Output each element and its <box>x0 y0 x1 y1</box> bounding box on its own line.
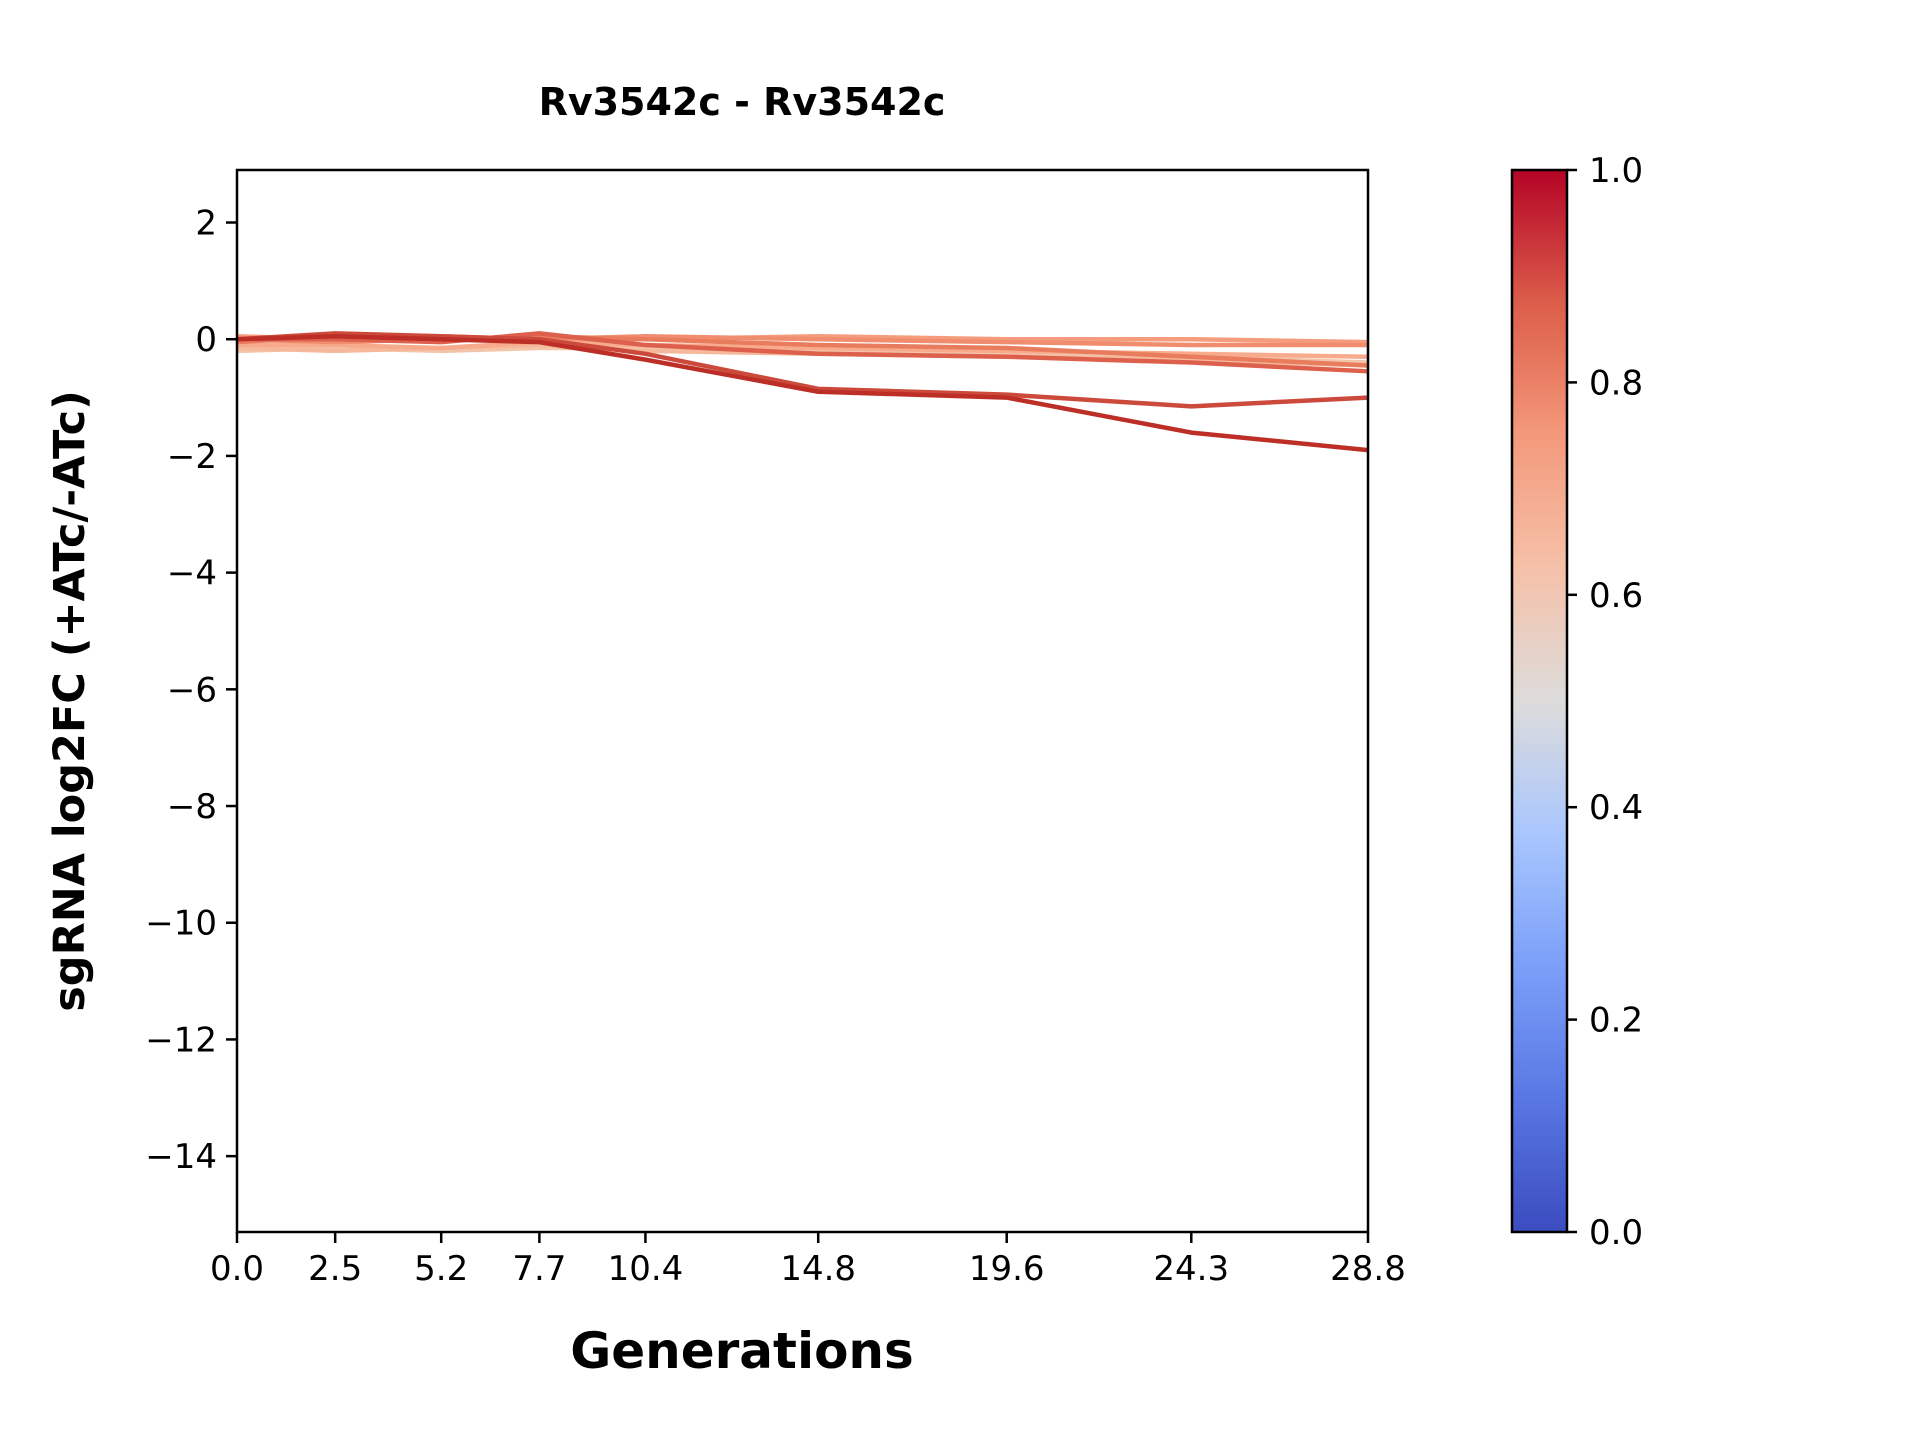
colorbar-tick-label: 0.8 <box>1589 363 1643 403</box>
x-tick-label: 10.4 <box>608 1249 684 1289</box>
x-tick-label: 5.2 <box>414 1249 468 1289</box>
y-tick-label: −10 <box>145 904 217 944</box>
y-tick-label: −14 <box>145 1137 217 1177</box>
x-tick-label: 0.0 <box>210 1249 264 1289</box>
x-tick-label: 2.5 <box>308 1249 362 1289</box>
sgRNA-series-line <box>236 334 1369 453</box>
colorbar-tick-label: 0.0 <box>1589 1213 1643 1253</box>
y-tick-label: 2 <box>195 204 217 244</box>
colorbar-tick-label: 1.0 <box>1589 151 1643 191</box>
y-tick-label: −6 <box>167 670 217 710</box>
x-tick-label: 28.8 <box>1330 1249 1406 1289</box>
sgRNA-series-line <box>236 331 1369 409</box>
y-tick-label: −4 <box>167 554 217 594</box>
x-tick-label: 7.7 <box>512 1249 566 1289</box>
y-tick-label: 0 <box>195 320 217 360</box>
axes-spines <box>235 168 1370 1234</box>
x-tick-label: 14.8 <box>780 1249 856 1289</box>
y-tick-label: −2 <box>167 437 217 477</box>
y-tick-label: −8 <box>167 787 217 827</box>
colorbar-tick-label: 0.6 <box>1589 576 1643 616</box>
y-tick-label: −12 <box>145 1020 217 1060</box>
plot-geometry: 0.0 2.5 5.2 7.7 10.4 14.8 19.6 24.3 28.8 2 0 −2 −4 −6… <box>145 151 1643 1289</box>
sgRNA-series-line <box>237 331 1369 374</box>
x-tick-label: 19.6 <box>969 1249 1045 1289</box>
x-tick-label: 24.3 <box>1153 1249 1229 1289</box>
x-axis-label: Generations <box>570 1322 914 1380</box>
colorbar <box>1510 168 1569 1234</box>
y-axis-label: sgRNA log2FC (+ATc/-ATc) <box>45 390 95 1012</box>
chart-title: Rv3542c - Rv3542c <box>539 80 946 124</box>
colorbar-tick-label: 0.2 <box>1589 1001 1643 1041</box>
colorbar-tick-label: 0.4 <box>1589 788 1643 828</box>
